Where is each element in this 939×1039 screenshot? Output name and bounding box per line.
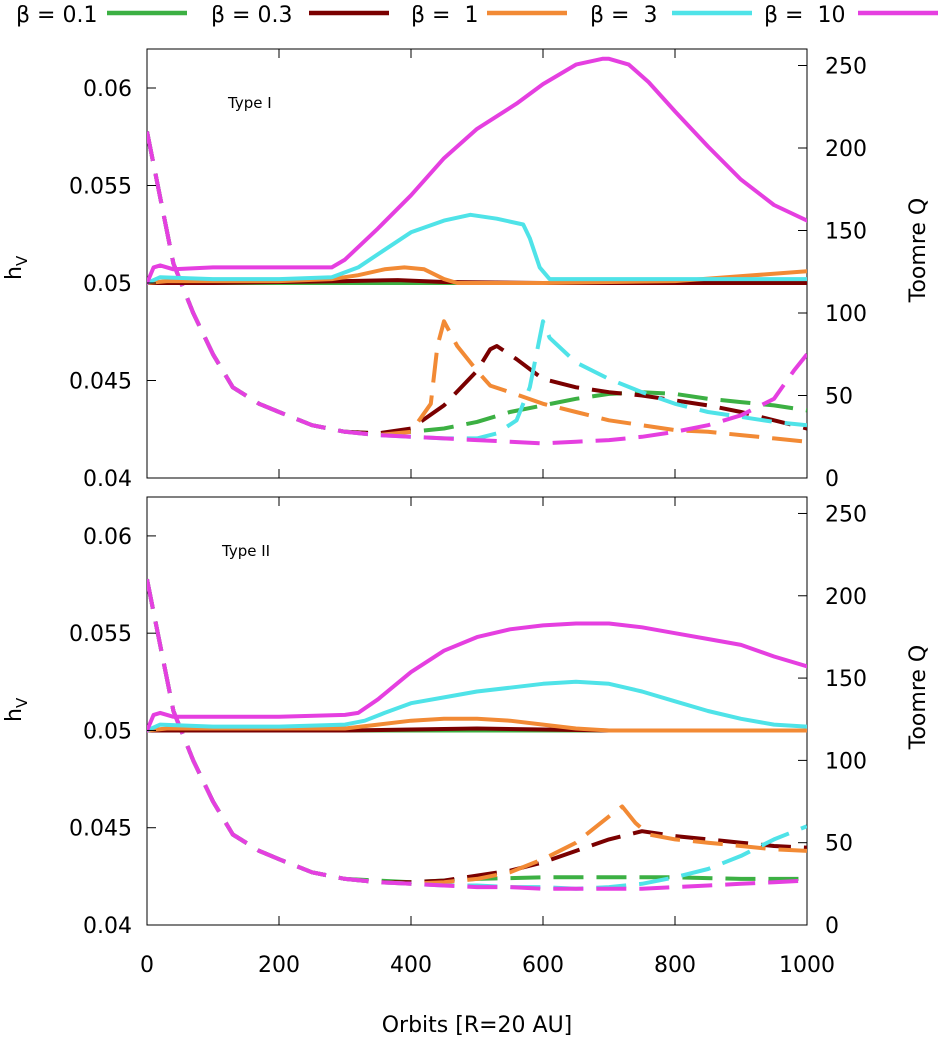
panel-label-type-i: Type I	[227, 94, 272, 112]
y-tick-label: 0.045	[69, 370, 132, 395]
legend-label-beta-0-1: β = 0.1	[16, 3, 97, 28]
x-tick-label: 400	[390, 953, 432, 978]
legend-label-beta-0-3: β = 0.3	[211, 3, 292, 28]
legend: β = 0.1 β = 0.3 β = 1 β = 3 β = 10	[16, 3, 938, 28]
y-tick-label: 0.055	[69, 175, 132, 200]
y2-tick-label: 0	[825, 467, 839, 492]
y-tick-label: 0.04	[83, 914, 132, 939]
plot-frame	[146, 496, 808, 926]
toomre-line-10	[147, 131, 807, 446]
legend-label-beta-3: β = 3	[590, 3, 657, 28]
y2-tick-label: 50	[825, 385, 853, 410]
x-tick-label: 600	[522, 953, 564, 978]
x-axis-title: Orbits [R=20 AU]	[382, 1013, 573, 1038]
y2-tick-label: 250	[825, 502, 867, 527]
legend-label-beta-10: β = 10	[764, 3, 845, 28]
x-tick-label: 800	[654, 953, 696, 978]
y2-tick-label: 150	[825, 667, 867, 692]
y-tick-label: 0.055	[69, 622, 132, 647]
x-tick-label: 1000	[779, 953, 835, 978]
y2-tick-label: 0	[825, 914, 839, 939]
y-tick-label: 0.05	[83, 272, 132, 297]
toomre-line-1	[147, 131, 807, 444]
panel-label-type-ii: Type II	[221, 542, 270, 560]
y2-tick-label: 250	[825, 55, 867, 80]
y-tick-label: 0.04	[83, 467, 132, 492]
y2-tick-label: 100	[825, 749, 867, 774]
y-axis-title-hv-bottom: hV	[2, 697, 31, 722]
y2-tick-label: 150	[825, 220, 867, 245]
y2-tick-label: 50	[825, 832, 853, 857]
panel-type-i: Type I hV Toomre Q 0.04 0.045 0.05 0.055 0.0…	[2, 48, 931, 492]
y-tick-label: 0.06	[83, 77, 132, 102]
toomre-line-3	[147, 131, 807, 441]
y-axis-title-hv-top: hV	[2, 255, 31, 280]
x-tick-label: 0	[140, 953, 154, 978]
y2-tick-label: 200	[825, 137, 867, 162]
y-tick-label: 0.045	[69, 817, 132, 842]
panel-type-ii: Type II hV Toomre Q 0.04 0.045 0.05 0.055 0.…	[2, 496, 931, 939]
hv-line-3	[147, 212, 807, 285]
legend-label-beta-1: β = 1	[411, 3, 478, 28]
y2-tick-label: 200	[825, 585, 867, 610]
y2-axis-title-toomre-bottom: Toomre Q	[906, 645, 931, 750]
hv-line-3	[147, 679, 807, 733]
y-tick-label: 0.05	[83, 719, 132, 744]
plot-frame	[146, 48, 808, 479]
x-tick-label: 200	[258, 953, 300, 978]
hv-line-10	[147, 621, 807, 733]
y-tick-label: 0.06	[83, 525, 132, 550]
toomre-line-10	[147, 578, 807, 891]
y2-tick-label: 100	[825, 302, 867, 327]
hv-line-10	[147, 56, 807, 285]
y2-axis-title-toomre-top: Toomre Q	[906, 198, 931, 303]
